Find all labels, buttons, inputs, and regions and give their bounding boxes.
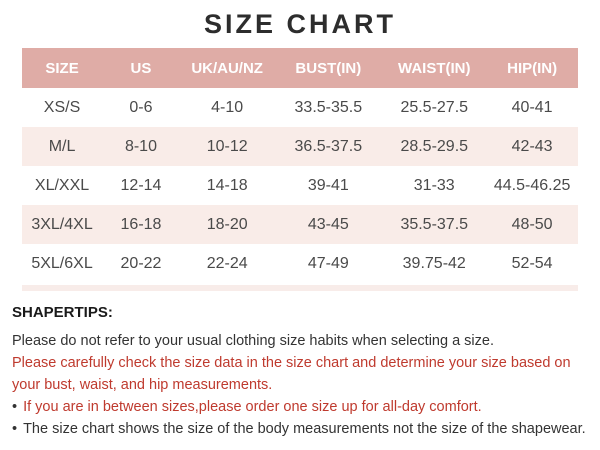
table-bottom-stripe xyxy=(22,285,578,291)
table-cell: M/L xyxy=(22,127,103,166)
column-header-uk-au-nz: UK/AU/NZ xyxy=(179,48,275,88)
table-cell: 4-10 xyxy=(211,98,244,116)
table-cell: 36.5-37.5 xyxy=(274,127,383,166)
column-header-us: US xyxy=(102,48,180,88)
table-cell: 44.5-46.25 xyxy=(493,176,571,194)
tip-text: Please carefully check the size data in … xyxy=(12,355,571,393)
table-cell: 33.5-35.5 xyxy=(294,98,363,116)
table-cell: 0-6 xyxy=(129,98,153,116)
tip-line: Please carefully check the size data in … xyxy=(12,352,590,396)
table-cell: 47-49 xyxy=(307,254,349,272)
table-row: 5XL/6XL 20-22 22-24 47-49 39.75-42 52-54 xyxy=(22,244,578,283)
table-cell: 43-45 xyxy=(274,205,383,244)
table-cell: 16-18 xyxy=(102,205,180,244)
tip-line: Please do not refer to your usual clothi… xyxy=(12,330,590,352)
tip-line: • If you are in between sizes,please orde… xyxy=(12,396,590,418)
table-header-row: SIZE US UK/AU/NZ BUST(IN) WAIST(IN) HIP(… xyxy=(22,48,578,88)
table-row: XL/XXL 12-14 14-18 39-41 31-33 44.5-46.2… xyxy=(22,166,578,205)
tip-text: Please do not refer to your usual clothi… xyxy=(12,333,494,349)
table-cell: 10-12 xyxy=(179,127,275,166)
column-header-bust: BUST(IN) xyxy=(274,48,383,88)
tips-heading: SHAPERTIPS: xyxy=(12,304,113,321)
table-cell: 8-10 xyxy=(102,127,180,166)
table-cell: 52-54 xyxy=(511,254,553,272)
table-cell: 18-20 xyxy=(179,205,275,244)
tip-line: • The size chart shows the size of the bo… xyxy=(12,418,590,440)
table-row: M/L 8-10 10-12 36.5-37.5 28.5-29.5 42-43 xyxy=(22,127,578,166)
table-row: 3XL/4XL 16-18 18-20 43-45 35.5-37.5 48-5… xyxy=(22,205,578,244)
column-header-hip: HIP(IN) xyxy=(486,48,578,88)
tip-text: If you are in between sizes,please order… xyxy=(23,399,482,415)
table-cell: 42-43 xyxy=(486,127,578,166)
bullet-icon: • xyxy=(12,399,18,415)
table-cell: 25.5-27.5 xyxy=(400,98,469,116)
table-cell: 5XL/6XL xyxy=(31,254,93,272)
tip-text: The size chart shows the size of the bod… xyxy=(23,421,586,437)
shaper-tips-section: SHAPERTIPS: Please do not refer to your … xyxy=(12,304,590,440)
table-cell: XS/S xyxy=(43,98,81,116)
table-cell: 39.75-42 xyxy=(402,254,466,272)
table-cell: 39-41 xyxy=(307,176,349,194)
table-cell: 40-41 xyxy=(511,98,553,116)
table-cell: 20-22 xyxy=(120,254,162,272)
table-cell: 3XL/4XL xyxy=(22,205,103,244)
table-cell: 14-18 xyxy=(206,176,248,194)
page-title: SIZE CHART xyxy=(204,9,396,39)
size-chart-table: SIZE US UK/AU/NZ BUST(IN) WAIST(IN) HIP(… xyxy=(22,48,578,283)
bullet-icon: • xyxy=(12,421,18,437)
table-row: XS/S 0-6 4-10 33.5-35.5 25.5-27.5 40-41 xyxy=(22,88,578,127)
table-cell: 48-50 xyxy=(486,205,578,244)
table-cell: 28.5-29.5 xyxy=(382,127,487,166)
table-cell: 12-14 xyxy=(120,176,162,194)
table-cell: 35.5-37.5 xyxy=(382,205,487,244)
column-header-size: SIZE xyxy=(22,48,103,88)
table-cell: 31-33 xyxy=(413,176,455,194)
table-cell: XL/XXL xyxy=(34,176,90,194)
table-cell: 22-24 xyxy=(206,254,248,272)
column-header-waist: WAIST(IN) xyxy=(382,48,487,88)
